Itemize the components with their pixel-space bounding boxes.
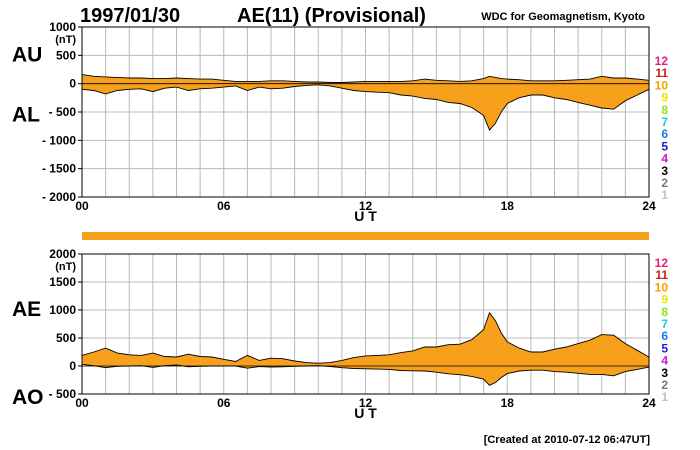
legend-station-10: 10 — [655, 78, 669, 92]
y-tick-label: - 2000 — [42, 190, 76, 204]
legend-station-10: 10 — [655, 280, 669, 294]
series-label-upper: AU — [12, 43, 42, 66]
y-tick-label: - 500 — [49, 105, 77, 119]
legend-station-1: 1 — [661, 390, 668, 404]
legend-station-12: 12 — [655, 54, 669, 68]
legend-station-2: 2 — [661, 378, 668, 392]
chart-credit: WDC for Geomagnetism, Kyoto — [481, 11, 645, 23]
y-tick-label: - 1000 — [42, 133, 76, 147]
y-tick-label: 1500 — [49, 275, 76, 289]
legend-station-4: 4 — [661, 152, 668, 166]
y-tick-label: - 500 — [49, 387, 77, 401]
legend-station-6: 6 — [661, 127, 668, 141]
area-fill — [82, 312, 649, 386]
legend-station-8: 8 — [661, 305, 668, 319]
x-tick-label: 12 — [359, 199, 373, 213]
legend-station-5: 5 — [661, 139, 668, 153]
y-tick-label: 2000 — [49, 247, 76, 261]
legend-station-12: 12 — [655, 256, 669, 270]
y-tick-label: 0 — [69, 359, 76, 373]
x-tick-label: 00 — [75, 396, 89, 410]
series-label-upper: AE — [12, 298, 41, 321]
legend-station-5: 5 — [661, 341, 668, 355]
legend-station-3: 3 — [661, 366, 668, 380]
y-tick-label: - 1500 — [42, 162, 76, 176]
plot-frame — [81, 253, 650, 395]
x-axis-label: U T — [354, 208, 377, 224]
y-tick-label: 1000 — [49, 20, 76, 34]
unit-label: (nT) — [55, 34, 76, 46]
x-tick-label: 00 — [75, 199, 89, 213]
x-tick-label: 18 — [501, 199, 515, 213]
divider-bar — [82, 232, 649, 240]
legend-station-7: 7 — [661, 317, 668, 331]
series-label-lower: AL — [12, 104, 40, 127]
y-tick-label: 500 — [56, 331, 76, 345]
legend-station-9: 9 — [661, 293, 668, 307]
legend-station-7: 7 — [661, 115, 668, 129]
area-fill — [82, 74, 649, 131]
legend-station-1: 1 — [661, 188, 668, 202]
unit-label: (nT) — [55, 261, 76, 273]
series-line-au — [81, 74, 650, 83]
x-tick-label: 24 — [642, 396, 656, 410]
x-tick-label: 06 — [217, 396, 231, 410]
legend-station-6: 6 — [661, 329, 668, 343]
legend-station-11: 11 — [655, 66, 668, 80]
y-tick-label: 0 — [69, 77, 76, 91]
x-tick-label: 24 — [642, 199, 656, 213]
legend-station-2: 2 — [661, 176, 668, 190]
x-tick-label: 06 — [217, 199, 231, 213]
y-tick-label: 500 — [56, 48, 76, 62]
x-axis-label: U T — [354, 405, 377, 421]
series-line-ae — [81, 311, 650, 364]
series-line-ao — [81, 363, 650, 386]
legend-station-8: 8 — [661, 103, 668, 117]
legend-station-4: 4 — [661, 354, 668, 368]
series-line-al — [81, 84, 650, 131]
x-tick-label: 18 — [501, 396, 515, 410]
legend-station-9: 9 — [661, 91, 668, 105]
chart-date: 1997/01/30 — [80, 5, 180, 27]
legend-station-11: 11 — [655, 268, 668, 282]
chart-title: AE(11) (Provisional) — [237, 5, 426, 27]
created-timestamp: [Created at 2010-07-12 06:47UT] — [484, 434, 651, 446]
series-label-lower: AO — [12, 386, 44, 409]
x-tick-label: 12 — [359, 396, 373, 410]
y-tick-label: 1000 — [49, 303, 76, 317]
legend-station-3: 3 — [661, 164, 668, 178]
